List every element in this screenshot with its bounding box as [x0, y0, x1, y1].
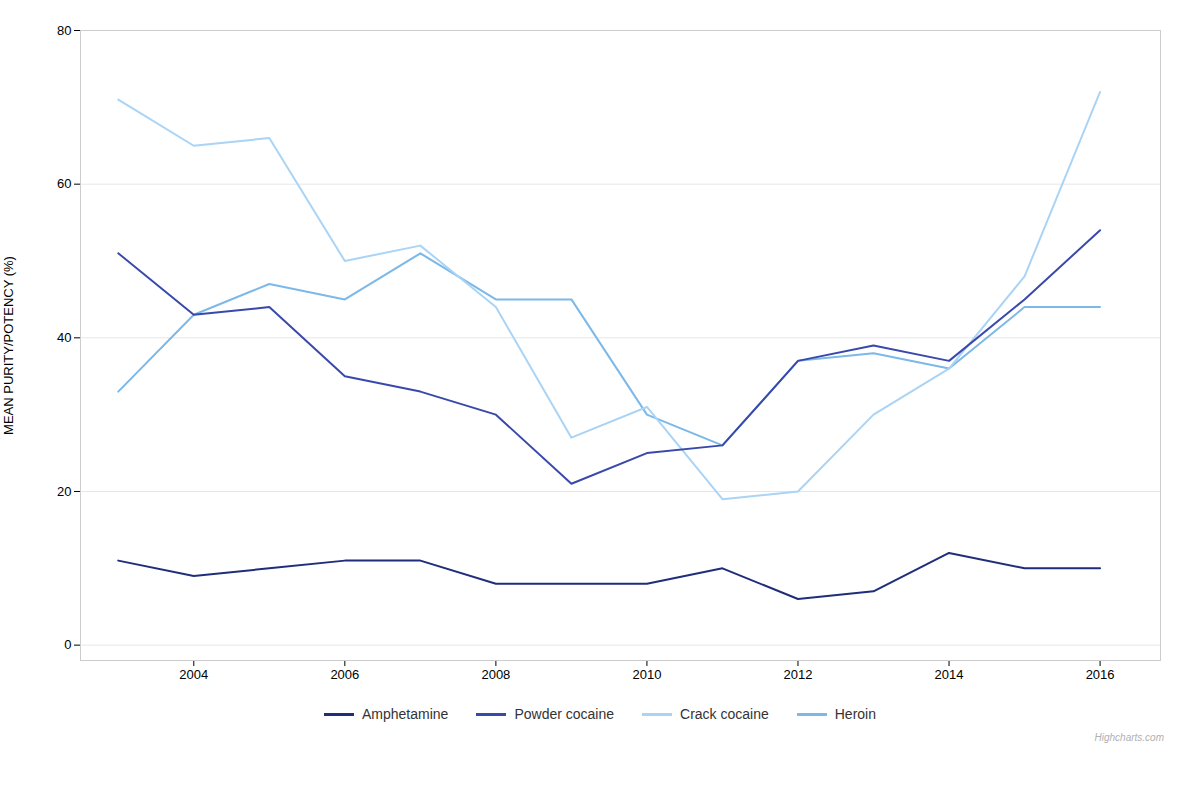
svg-text:2014: 2014 — [935, 667, 964, 682]
svg-text:MEAN PURITY/POTENCY (%): MEAN PURITY/POTENCY (%) — [1, 256, 16, 435]
svg-text:2008: 2008 — [481, 667, 510, 682]
html-text:Powder cocaine: Powder cocaine — [514, 706, 614, 722]
svg-text:60: 60 — [57, 176, 71, 191]
svg-text:2006: 2006 — [330, 667, 359, 682]
html-text:Crack cocaine: Crack cocaine — [680, 706, 769, 722]
svg-text:40: 40 — [57, 330, 71, 345]
svg-text:2016: 2016 — [1086, 667, 1115, 682]
svg-text:2010: 2010 — [632, 667, 661, 682]
svg-text:2004: 2004 — [179, 667, 208, 682]
html-text:Highcharts.com: Highcharts.com — [1094, 732, 1164, 743]
svg-text:0: 0 — [64, 637, 71, 652]
svg-text:2012: 2012 — [784, 667, 813, 682]
html-text:Amphetamine: Amphetamine — [362, 706, 449, 722]
svg-text:20: 20 — [57, 484, 71, 499]
svg-text:80: 80 — [57, 23, 71, 38]
html-text:Heroin: Heroin — [834, 706, 876, 722]
